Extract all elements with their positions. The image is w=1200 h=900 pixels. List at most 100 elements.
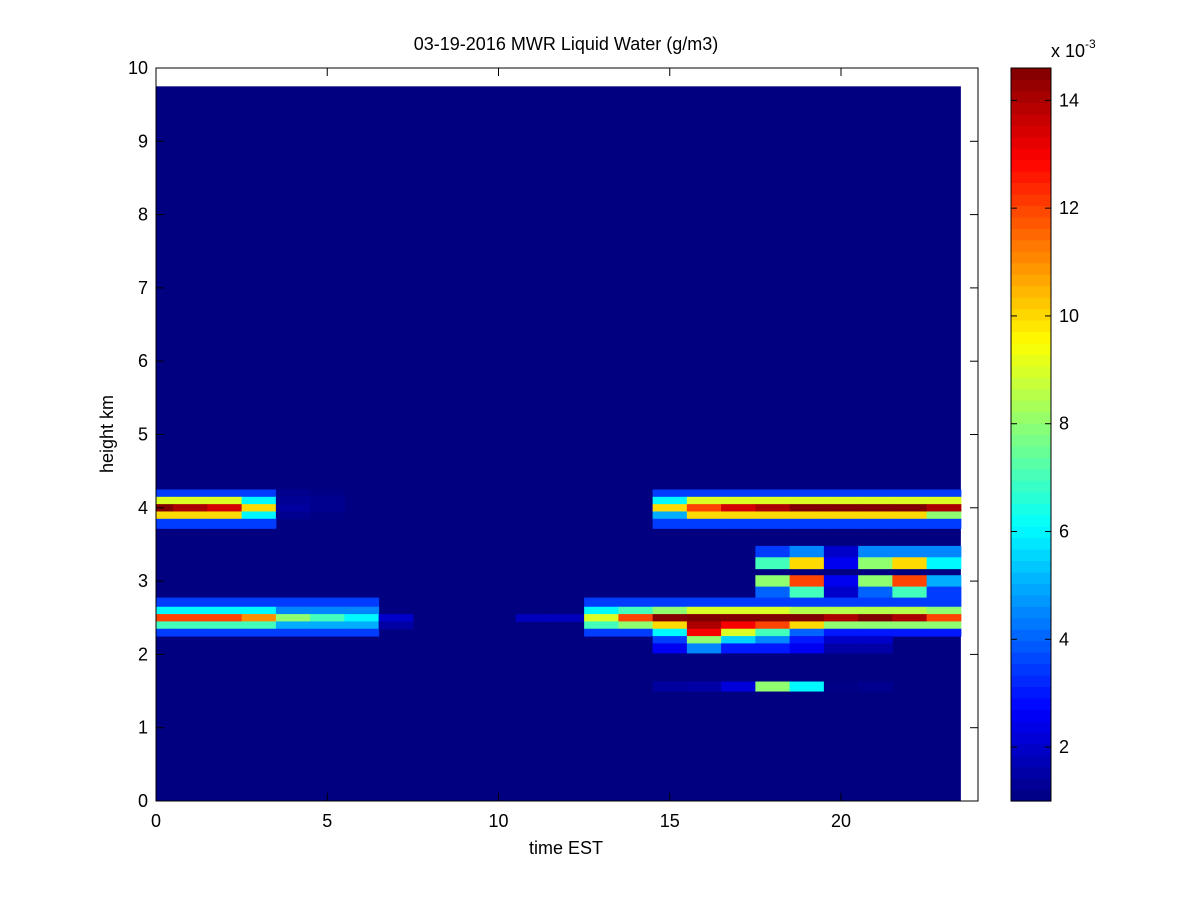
colorbar-tick-label: 14: [1059, 90, 1079, 110]
heatmap-cell: [789, 636, 825, 644]
heatmap-cell: [721, 511, 756, 520]
colorbar-tick-label: 10: [1059, 306, 1079, 326]
heatmap-cell: [173, 621, 208, 630]
heatmap-cell: [721, 636, 756, 644]
heatmap-cell: [755, 636, 791, 644]
colorbar-tick-label: 2: [1059, 737, 1069, 757]
heatmap-cell: [926, 504, 962, 512]
heatmap-cell: [310, 606, 345, 615]
heatmap-cell: [310, 511, 345, 520]
heatmap-cell: [207, 511, 243, 520]
heatmap-cell: [926, 489, 962, 498]
heatmap-cell: [892, 575, 928, 588]
heatmap-cell: [721, 614, 756, 622]
colorbar-segment: [1011, 468, 1051, 481]
heatmap-cell: [721, 489, 756, 498]
heatmap-cell: [721, 606, 756, 615]
heatmap-cell: [823, 643, 859, 654]
colorbar-segment: [1011, 125, 1051, 138]
heatmap-cell: [241, 489, 277, 498]
heatmap-cell: [926, 597, 962, 608]
x-tick-label: 5: [322, 811, 332, 831]
heatmap-cell: [721, 628, 756, 637]
heatmap-cell: [858, 643, 893, 654]
heatmap-cell: [275, 597, 311, 608]
heatmap-cell: [755, 504, 791, 512]
colorbar: 2 4 6 8 10 12 14 x 10-3: [1010, 37, 1096, 802]
colorbar-segment: [1011, 445, 1051, 459]
heatmap-cell: [789, 575, 825, 588]
heatmap-cell: [823, 597, 859, 608]
heatmap-cell: [156, 489, 174, 498]
heatmap-cell: [789, 606, 825, 615]
heatmap-cell: [241, 621, 277, 630]
heatmap-cell: [584, 614, 619, 622]
heatmap-cell: [721, 504, 756, 512]
heatmap-cell: [823, 636, 859, 644]
heatmap-cell: [378, 614, 414, 622]
colorbar-segment: [1011, 560, 1051, 573]
colorbar-segment: [1011, 79, 1051, 92]
heatmap-cell: [584, 606, 619, 615]
colorbar-gradient: [1011, 68, 1051, 802]
heatmap-cell: [652, 511, 688, 520]
heatmap-cell: [892, 496, 928, 505]
heatmap-cell: [755, 586, 791, 599]
heatmap-cell: [789, 511, 825, 520]
y-tick-label: 4: [138, 498, 148, 518]
y-tick-label: 3: [138, 571, 148, 591]
heatmap-cell: [721, 496, 756, 505]
heatmap-cell: [310, 614, 345, 622]
chart-title: 03-19-2016 MWR Liquid Water (g/m3): [414, 34, 718, 54]
colorbar-segment: [1011, 102, 1051, 115]
heatmap-cell: [926, 557, 962, 570]
heatmap-cell: [275, 606, 311, 615]
heatmap-cell: [892, 614, 928, 622]
heatmap-cell: [275, 496, 311, 505]
colorbar-segment: [1011, 274, 1051, 287]
heatmap-cell: [173, 504, 208, 512]
heatmap-cell: [755, 597, 791, 608]
colorbar-segment: [1011, 308, 1051, 321]
heatmap-cell: [858, 496, 893, 505]
heatmap-cell: [858, 504, 893, 512]
heatmap-cell: [858, 575, 893, 588]
heatmap-cell: [344, 614, 380, 622]
heatmap-cell: [858, 586, 893, 599]
heatmap-cell: [926, 496, 962, 505]
heatmap-cell: [755, 496, 791, 505]
heatmap-cell: [721, 597, 756, 608]
colorbar-segment: [1011, 503, 1051, 516]
colorbar-segment: [1011, 297, 1051, 310]
heatmap-cell: [892, 545, 928, 558]
colorbar-segment: [1011, 663, 1051, 676]
heatmap-cell: [207, 614, 243, 622]
heatmap-cell: [652, 504, 688, 512]
heatmap-cell: [207, 606, 243, 615]
heatmap-cell: [241, 606, 277, 615]
heatmap-cell: [344, 621, 380, 630]
heatmap-cell: [207, 489, 243, 498]
colorbar-segment: [1011, 617, 1051, 630]
heatmap-cell: [652, 681, 688, 692]
heatmap-cell: [858, 545, 893, 558]
heatmap-cell: [721, 621, 756, 630]
colorbar-segment: [1011, 732, 1051, 745]
colorbar-segment: [1011, 594, 1051, 607]
heatmap-cell: [652, 597, 688, 608]
x-tick-label: 10: [488, 811, 508, 831]
heatmap-cell: [310, 621, 345, 630]
heatmap-cell: [618, 614, 654, 622]
colorbar-segment: [1011, 171, 1051, 184]
heatmap-cell: [652, 496, 688, 505]
heatmap-cell: [156, 496, 174, 505]
heatmap-cell: [241, 511, 277, 520]
heatmap-cell: [892, 518, 928, 529]
heatmap-cell: [755, 628, 791, 637]
heatmap-cell: [207, 621, 243, 630]
colorbar-tick-label: 6: [1059, 522, 1069, 542]
plot-area: 0 5 10 15 20 0 1 2 3 4 5 6 7 8 9 10: [128, 58, 979, 831]
colorbar-segment: [1011, 755, 1051, 768]
heatmap-cell: [344, 606, 380, 615]
heatmap-cell: [858, 628, 893, 637]
